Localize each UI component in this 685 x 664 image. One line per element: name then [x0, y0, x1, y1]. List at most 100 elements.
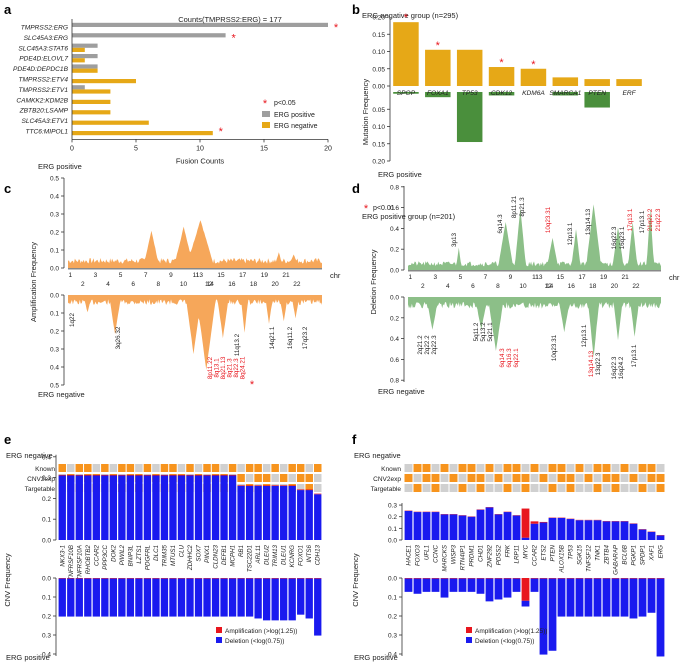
- heat-cell: [557, 484, 566, 492]
- x-tick-label: 10: [196, 145, 204, 152]
- peak-label-significant: 21q22.3: [655, 208, 662, 231]
- heat-cell: [476, 484, 485, 492]
- bar-amplification-bottom: [101, 578, 109, 579]
- bar-erg-negative: [552, 77, 579, 86]
- y-tick-label: 0.0: [42, 576, 51, 583]
- heat-cell: [245, 464, 254, 472]
- peak-label-significant: 8q21.13: [220, 356, 227, 379]
- bar-deletion-bottom: [75, 578, 83, 617]
- bar-amplification-top: [254, 485, 262, 486]
- heat-cell: [413, 474, 422, 482]
- chromosome-label: 4: [106, 281, 110, 288]
- chromosome-label: 3: [94, 272, 98, 279]
- fusion-label: PDE4D:ELOVL7: [19, 56, 68, 63]
- bar-deletion-top: [467, 516, 476, 540]
- bar-amplification-bottom: [305, 578, 313, 579]
- chromosome-label: 19: [600, 274, 608, 281]
- bar-deletion-top: [228, 475, 237, 540]
- peak-label: 12p13.1: [567, 222, 574, 245]
- legend-swatch-positive: [262, 111, 270, 117]
- peak-label-significant: 8q22.3: [233, 358, 240, 378]
- y-tick-label: 0.20: [372, 15, 385, 22]
- gene-label: FOXO3: [415, 544, 422, 566]
- bar-erg-positive: [72, 54, 98, 59]
- bar-erg-negative: [72, 79, 136, 84]
- heat-cell: [548, 464, 557, 472]
- heat-cell: [254, 474, 262, 482]
- legend-star: *: [263, 98, 268, 110]
- chromosome-label: 6: [131, 281, 135, 288]
- peak-label: 16q22.3: [611, 226, 618, 249]
- heat-cell: [177, 464, 186, 472]
- gene-label: SPOP: [397, 90, 416, 97]
- bar-erg-negative: [72, 110, 111, 115]
- bar-erg-positive: [393, 92, 419, 94]
- bar-amplification-bottom: [203, 578, 211, 579]
- y-tick-label: 0.0: [390, 295, 399, 302]
- heat-cell: [602, 484, 611, 492]
- peak-label-significant: 17q13.1: [627, 208, 634, 231]
- y-tick-label: 0.15: [372, 32, 385, 39]
- y-tick-label: 0.5: [50, 176, 59, 183]
- chromosome-label: 16: [568, 283, 576, 290]
- bar-deletion-top: [584, 520, 593, 540]
- group-label-bottom: ERG positive: [6, 653, 50, 662]
- gene-label: TRIM35: [161, 544, 168, 567]
- heat-cell: [602, 464, 611, 472]
- y-axis-label: Amplification Frequency: [29, 242, 38, 322]
- fusion-label: SLC45A3:ERG: [24, 35, 68, 42]
- bar-amplification-bottom: [314, 578, 322, 579]
- heat-cell: [620, 484, 629, 492]
- gene-label: DLEU2: [264, 544, 271, 565]
- heat-cell: [521, 474, 530, 482]
- bar-deletion-top: [118, 475, 126, 540]
- bar-amplification-bottom: [254, 578, 262, 579]
- bar-amplification-bottom: [494, 578, 503, 579]
- gene-label: UFL1: [424, 545, 431, 560]
- chromosome-label: 8: [157, 281, 161, 288]
- y-tick-label: 0.6: [390, 205, 399, 212]
- bar-deletion-top: [101, 475, 109, 540]
- bar-deletion-top: [280, 485, 288, 540]
- gene-label: XAF1: [649, 545, 656, 561]
- gene-label: PRDM1: [469, 545, 476, 567]
- heat-cell: [245, 474, 254, 482]
- bar-deletion-top: [160, 475, 169, 540]
- chromosome-label: 15: [217, 272, 225, 279]
- gene-label: DLC1: [153, 545, 160, 561]
- heat-cell: [458, 474, 467, 482]
- gene-label: CHD1: [478, 545, 485, 562]
- bar-erg-positive: [488, 92, 515, 96]
- y-tick-label: 0.00: [372, 84, 385, 91]
- gene-label: DEFB1: [221, 545, 228, 565]
- heat-cell: [449, 484, 458, 492]
- bar-deletion-bottom: [557, 578, 566, 617]
- y-tick-label: 0.2: [390, 247, 399, 254]
- bar-deletion-bottom: [404, 578, 413, 592]
- legend-swatch-deletion: [216, 637, 222, 643]
- heat-cell: [656, 464, 665, 472]
- bar-amplification-bottom: [220, 578, 228, 579]
- heat-cell: [271, 474, 279, 482]
- heat-cell: [584, 484, 593, 492]
- gene-label: TP53: [462, 90, 478, 97]
- bar-erg-positive: [72, 85, 85, 90]
- bar-amplification-top: [58, 474, 66, 476]
- bar-deletion-top: [245, 485, 254, 540]
- bar-deletion-top: [656, 535, 665, 540]
- x-tick-label: 0: [70, 145, 74, 152]
- panel-a-fusion-chart: TMPRSS2:ERG * SLC45A3:ERG * SLC45A3:STAT6 PDE…: [13, 15, 339, 165]
- significance-star: *: [334, 22, 339, 34]
- bar-amplification-bottom: [629, 578, 638, 579]
- heat-cell: [467, 484, 476, 492]
- chromosome-label: 18: [250, 281, 258, 288]
- bar-amplification-bottom: [548, 578, 557, 579]
- bar-amplification-top: [118, 474, 126, 476]
- heat-cell: [611, 474, 620, 482]
- bar-erg-negative: [72, 58, 85, 63]
- bar-deletion-bottom: [126, 578, 135, 617]
- gene-label: CDK12: [491, 90, 513, 97]
- heat-cell: [629, 484, 638, 492]
- heat-cell: [313, 474, 322, 482]
- heat-cell: [512, 484, 521, 492]
